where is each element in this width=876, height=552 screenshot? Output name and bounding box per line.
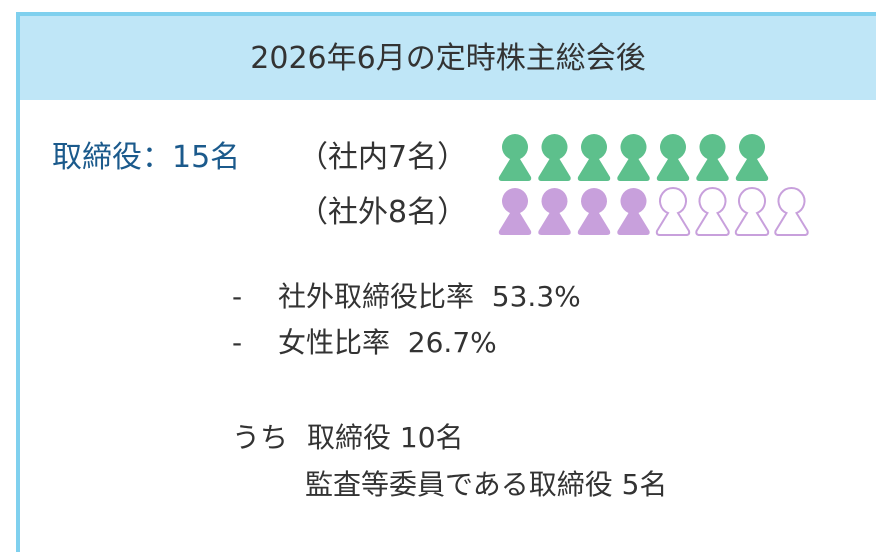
outside-icons-outline: [655, 187, 809, 236]
page: 2026年6月の定時株主総会後 取締役：15名 （社内7名） （社外8名）: [16, 12, 876, 552]
bullet-text: 社外取締役比率 53.3%: [278, 280, 581, 313]
header-title: 2026年6月の定時株主総会後: [250, 41, 646, 76]
bullet-marker: -: [232, 326, 243, 359]
icon: [577, 134, 611, 181]
icon: [617, 188, 650, 235]
breakdown-line: 取締役 10名: [307, 421, 464, 454]
icon: [656, 134, 690, 181]
bullet-text: 女性比率 26.7%: [278, 326, 497, 359]
icon: [696, 134, 729, 181]
icon: [735, 134, 769, 181]
frame: [16, 12, 876, 552]
breakdown-line: 監査等委員である取締役 5名: [305, 468, 668, 501]
icon: [695, 187, 730, 236]
icon: [498, 188, 532, 235]
inside-icons: [498, 134, 769, 181]
icon: [617, 134, 650, 181]
icon: [734, 187, 770, 236]
icon: [538, 188, 571, 235]
director-icons: [498, 134, 809, 236]
icon: [538, 134, 571, 181]
breakdown-lead: うち: [232, 421, 289, 454]
bullet-marker: -: [232, 280, 243, 313]
outside-icons-filled: [498, 188, 650, 235]
header-band: [20, 16, 876, 100]
icon: [577, 188, 611, 235]
outside-count: （社外8名）: [298, 195, 468, 230]
icon: [655, 187, 691, 236]
icon: [774, 187, 809, 236]
inside-count: （社内7名）: [298, 140, 468, 175]
icon: [498, 134, 532, 181]
directors-label: 取締役：15名: [52, 140, 241, 175]
